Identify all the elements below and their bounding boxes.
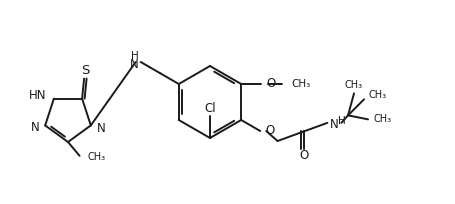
Text: O: O (298, 149, 308, 162)
Text: N: N (329, 118, 339, 131)
Text: CH₃: CH₃ (344, 80, 362, 90)
Text: O: O (266, 78, 275, 91)
Text: N: N (130, 58, 138, 71)
Text: Cl: Cl (204, 102, 215, 115)
Text: CH₃: CH₃ (87, 152, 106, 162)
Text: S: S (81, 64, 89, 77)
Text: H: H (338, 116, 345, 126)
Text: H: H (131, 51, 138, 61)
Text: CH₃: CH₃ (291, 79, 310, 89)
Text: CH₃: CH₃ (367, 90, 385, 100)
Text: N: N (96, 122, 106, 135)
Text: CH₃: CH₃ (372, 114, 390, 124)
Text: N: N (30, 121, 39, 134)
Text: O: O (265, 124, 274, 137)
Text: HN: HN (28, 89, 46, 102)
